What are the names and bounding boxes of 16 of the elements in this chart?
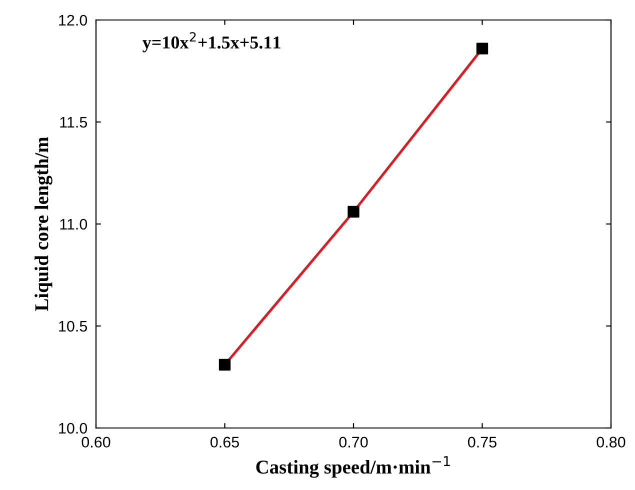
point: [218, 358, 231, 371]
x-tick-label: 0.65: [210, 436, 239, 448]
x-tick-label: 0.75: [468, 436, 496, 448]
x-tick-label: 0.60: [82, 436, 110, 448]
point: [476, 42, 488, 54]
point: [348, 206, 360, 218]
y-tick-label: 10.5: [59, 320, 88, 332]
x-axis-title: Casting speed/m·min$^{−1}$: [256, 456, 450, 478]
y-tick-label: 11.5: [60, 117, 88, 128]
y-axis-title: Liquid core length/m: [34, 136, 52, 311]
y-tick-label: 12.0: [59, 14, 88, 26]
x-tick-label: 0.70: [339, 436, 368, 448]
y-tick-label: 11.0: [60, 218, 88, 230]
annotation: y=10x$^{2}$+1.5x+5.11: [142, 32, 280, 52]
y-tick-label: 10.0: [59, 422, 88, 434]
x-tick-label: 0.80: [596, 436, 626, 448]
